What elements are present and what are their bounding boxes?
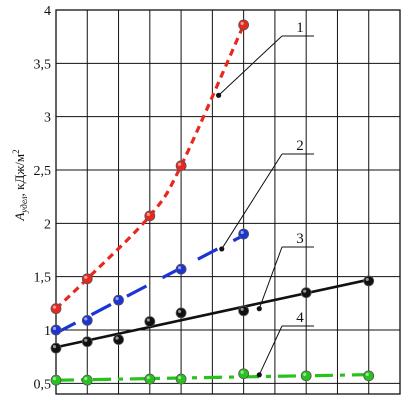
callout-label: 2 <box>296 138 304 154</box>
data-point-series-2 <box>50 324 62 336</box>
series-line-3 <box>55 278 370 349</box>
data-point-highlight <box>115 297 119 301</box>
data-point-series-3 <box>113 334 124 346</box>
annotation-layer: 1 2 3 4 <box>216 20 314 378</box>
callout-1: 1 <box>216 20 314 98</box>
data-point-highlight <box>303 372 307 376</box>
callout-dot <box>219 246 225 252</box>
data-point-highlight <box>177 162 182 166</box>
y-tick-label: 1 <box>44 324 51 339</box>
data-point-series-4 <box>363 370 375 382</box>
data-point-series-3 <box>238 305 250 317</box>
callout-leader <box>218 35 283 96</box>
data-point-series-3 <box>81 336 93 348</box>
y-axis-label: Aудел, кДж/м2 <box>11 149 29 221</box>
callout-leader <box>258 246 283 309</box>
data-point-series-1 <box>238 19 250 31</box>
callout-leader <box>221 153 283 250</box>
series-4 <box>50 368 375 386</box>
callout-3: 3 <box>256 231 314 312</box>
data-point-series-3 <box>175 307 187 319</box>
data-point-series-2 <box>175 263 187 275</box>
data-point-highlight <box>52 326 57 331</box>
y-tick-label: 4 <box>44 4 51 19</box>
data-point-highlight <box>177 309 182 314</box>
y-axis-label-subscript: удел <box>19 196 29 213</box>
callout-leader <box>258 325 283 376</box>
series-2 <box>50 228 250 336</box>
data-point-highlight <box>115 336 119 340</box>
data-point-series-2 <box>238 228 250 240</box>
tick-layer: 0,5 1 1,5 2 2,5 3 3,5 4 <box>34 4 52 392</box>
y-tick-label: 3 <box>44 111 51 126</box>
data-point-highlight <box>177 266 182 270</box>
y-axis-label-superscript: 2 <box>11 149 21 154</box>
data-point-series-1 <box>144 210 156 222</box>
data-point-series-3 <box>144 316 156 327</box>
data-point-highlight <box>240 21 244 26</box>
data-point-series-2 <box>113 294 124 306</box>
data-point-highlight <box>365 277 369 282</box>
series-line-2 <box>55 233 245 335</box>
data-point-highlight <box>146 375 150 380</box>
data-point-series-3 <box>363 275 375 287</box>
data-point-series-2 <box>81 314 93 326</box>
y-tick-label: 1,5 <box>34 271 52 286</box>
callout-label: 3 <box>296 231 304 247</box>
series-1 <box>50 19 250 315</box>
data-point-series-4 <box>238 368 250 380</box>
callout-2: 2 <box>219 138 314 252</box>
data-point-highlight <box>84 317 88 321</box>
data-point-highlight <box>146 318 150 322</box>
y-tick-label: 2,5 <box>34 164 52 179</box>
data-point-highlight <box>240 230 244 235</box>
callout-label: 1 <box>296 20 304 36</box>
grid-layer <box>55 9 401 395</box>
callout-dot <box>256 306 262 312</box>
data-point-highlight <box>177 375 182 380</box>
series-3 <box>50 275 375 354</box>
y-axis-label-base: A <box>12 213 27 222</box>
callout-4: 4 <box>256 310 314 378</box>
data-point-highlight <box>52 305 57 309</box>
data-point-series-4 <box>144 373 156 385</box>
data-point-series-4 <box>175 373 187 385</box>
data-point-highlight <box>303 289 307 293</box>
data-point-highlight <box>84 377 88 381</box>
data-point-series-4 <box>81 374 93 386</box>
y-tick-label: 0,5 <box>34 377 52 392</box>
series-line-4 <box>55 373 369 382</box>
data-point-highlight <box>240 370 244 374</box>
data-point-highlight <box>146 212 150 216</box>
data-point-series-1 <box>50 303 62 315</box>
data-point-highlight <box>365 372 369 376</box>
data-point-series-4 <box>50 374 62 386</box>
callout-label: 4 <box>296 310 304 326</box>
y-tick-label: 2 <box>44 217 51 232</box>
data-point-series-1 <box>81 273 93 285</box>
data-point-highlight <box>84 275 88 279</box>
series-layer <box>50 19 375 386</box>
plot-frame <box>55 9 401 395</box>
callout-dot <box>216 92 222 98</box>
data-point-highlight <box>52 377 57 381</box>
data-point-highlight <box>240 307 244 311</box>
data-point-series-4 <box>300 370 312 382</box>
y-tick-label: 3,5 <box>34 57 52 72</box>
data-point-series-3 <box>50 342 62 354</box>
y-axis-label-unit: , кДж/м <box>12 154 27 197</box>
data-point-series-3 <box>300 287 312 299</box>
data-point-highlight <box>52 345 57 349</box>
data-point-highlight <box>84 338 88 342</box>
callout-dot <box>256 372 262 378</box>
data-point-series-1 <box>175 160 187 172</box>
